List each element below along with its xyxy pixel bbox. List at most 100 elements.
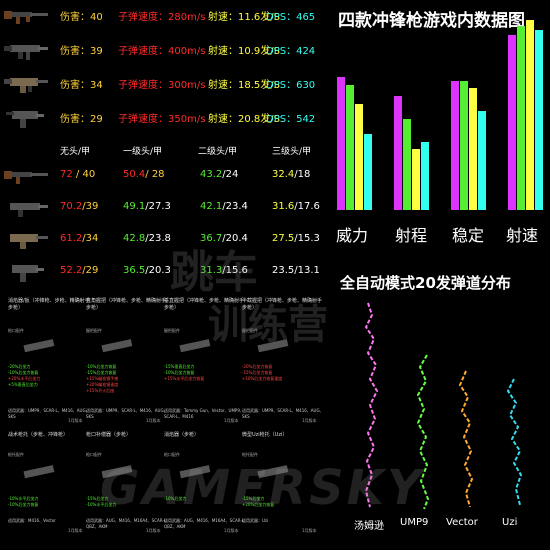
damage-table-header: 一级头/甲 (123, 147, 163, 157)
damage-value: 49.1 (123, 201, 146, 212)
chart-bar (451, 80, 459, 210)
weapon-dps: DPS：630 (266, 80, 316, 91)
damage-value: 42.8 (123, 233, 146, 244)
damage-value: 70.2 (60, 201, 83, 212)
chart-bar (526, 20, 534, 210)
attachment-effect: -10%后坐力恢复 (86, 364, 117, 369)
attachment-image (179, 339, 211, 353)
chart-bar (469, 88, 477, 210)
attachment-type: 枪托配件 (242, 452, 258, 457)
attachment-version: 1月版本 (146, 418, 161, 423)
attachment-effect: -10%后坐力恢复 (8, 370, 39, 375)
weapon-fire-rate: 射速：10.9发/S (208, 46, 280, 57)
attachment-image (257, 465, 289, 479)
attachment-card: 消焰器（步枪） 枪口配件 -10%后坐力 适用武器：AUG、M416、M16A4、SC… (164, 432, 248, 548)
chart-bar (517, 25, 525, 210)
attachment-effect: -15%后坐力 (86, 496, 109, 501)
attachment-effect: +15%水平后坐力恢复 (164, 376, 205, 381)
attachment-type: 握把配件 (164, 328, 180, 333)
attachment-effect: -10%水平后坐力 (8, 496, 39, 501)
damage-value: /20.4 (222, 233, 248, 244)
attachment-card: 消焰器/扳（冲锋枪、步枪、精确射手步枪） 枪口配件 -20%后坐力 -10%后坐力恢复… (8, 298, 90, 423)
damage-value: /27.3 (145, 201, 171, 212)
damage-value: 32.4 (272, 169, 295, 180)
attachment-compatible: 适用武器：AUG、M416、M16A4、SCAR-L、QBZ、AKM (164, 518, 249, 529)
attachment-type: 握把配件 (86, 328, 102, 333)
damage-value: /34 (82, 233, 99, 244)
weapon-damage: 伤害：40 (60, 12, 103, 23)
category-label: 射速 (506, 226, 539, 245)
damage-table-row: 61.2/34 42.8/23.8 36.7/20.4 27.5/15.3 (0, 224, 320, 254)
attachment-card: 枪口补偿器（步枪） 枪口配件 -15%后坐力 -10%水平后坐力 适用武器：AUG、M4… (86, 432, 170, 548)
attachment-compatible: 适用武器：Uzi (242, 518, 269, 523)
category-label: 射程 (395, 226, 428, 245)
damage-table-row: 70.2/39 49.1/27.3 42.1/23.4 31.6/17.6 (0, 192, 320, 222)
damage-table-header: 无头/甲 (60, 147, 91, 157)
damage-value: /15.6 (222, 265, 248, 276)
attachment-type: 枪口配件 (86, 452, 102, 457)
attachment-effect: -10%后坐力 (164, 496, 187, 501)
damage-value: 31.6 (272, 201, 295, 212)
weapon-stat-row: 伤害：39 子弹速度：400m/s 射速：10.9发/S DPS：424 (0, 34, 320, 70)
attachment-effect: +20%瞄准镜速度 (86, 382, 119, 387)
attachment-effect: +5%垂直后坐力 (8, 382, 38, 387)
damage-value: /17.6 (294, 201, 320, 212)
spray-label: 汤姆逊 (354, 521, 384, 532)
attachment-effect: +15%瞄准镜手感 (86, 376, 119, 381)
damage-value: /20.3 (145, 265, 171, 276)
attachment-version: 1月版本 (68, 418, 83, 423)
weapon-dps: DPS：542 (266, 114, 316, 125)
spray-pattern-chart (364, 302, 523, 510)
attachment-card: 半截握把（冲锋枪、步枪、精确射手步枪） 握把配件 -20%后坐力恢复 -15%后坐力恢… (242, 298, 324, 423)
damage-value: /13.1 (294, 265, 320, 276)
damage-value: /23.8 (145, 233, 171, 244)
damage-value: /24 (222, 169, 239, 180)
chart-bar (535, 29, 543, 210)
attachment-compatible: 适用武器：M416、Vector (8, 518, 56, 523)
attachment-title: 直角握把（冲锋枪、步枪、精确射手步枪） (86, 298, 167, 311)
attachment-version: 1月版本 (146, 528, 161, 533)
attachment-compatible: 适用武器：UMP9、SCAR-L、M416、AUG、SKS (86, 408, 168, 419)
attachment-card: 微型Uzi枪托（Uzi） 枪托配件 -15%后坐力 +20%后坐力恢复 适用武器：Uzi… (242, 432, 320, 548)
vector-icon (4, 78, 48, 93)
damage-value: / 40 (72, 169, 96, 180)
damage-value: 42.1 (200, 201, 223, 212)
chart-bar (403, 118, 411, 210)
damage-value: 43.2 (200, 169, 223, 180)
chart-bar (412, 149, 420, 210)
attachment-type: 枪托配件 (8, 452, 24, 457)
attachment-title: 消焰器（步枪） (164, 432, 200, 438)
category-label: 威力 (336, 226, 369, 245)
spray-label: Uzi (502, 517, 518, 528)
attachment-image (179, 465, 211, 479)
damage-table-row: 52.2/29 36.5/20.3 31.3/15.6 23.5/13.1 (0, 256, 320, 286)
chart-title: 四款冲锋枪游戏内数据图 (338, 11, 525, 31)
damage-value: /18 (294, 169, 311, 180)
attachment-effect: -15%后坐力恢复 (242, 370, 273, 375)
vector-icon (10, 234, 48, 249)
damage-value: 36.5 (123, 265, 146, 276)
attachment-title: 半截握把（冲锋枪、步枪、精确射手步枪） (242, 298, 323, 311)
attachment-card: 直角握把（冲锋枪、步枪、精确射手步枪） 握把配件 -10%后坐力恢复 -15%后坐力恢… (86, 298, 168, 423)
spray-title: 全自动模式20发弹道分布 (340, 274, 511, 292)
attachment-title: 垂直握把（冲锋枪、步枪、精确射手步枪） (164, 298, 245, 311)
attachment-effect: -15%后坐力 (242, 496, 265, 501)
weapon-dps: DPS：424 (266, 46, 316, 57)
damage-value: 23.5 (272, 265, 295, 276)
attachment-card: 垂直握把（冲锋枪、步枪、精确射手步枪） 握把配件 -15%垂直后坐力 -10%后坐力恢… (164, 298, 244, 423)
damage-value: 50.4 (123, 169, 146, 180)
attachment-compatible: 适用武器：Tommy Gun、Vector、UMP9、SCAR-L、M416 (164, 408, 244, 419)
attachment-version: 1月版本 (302, 528, 317, 533)
chart-bar (421, 141, 429, 210)
weapon-damage: 伤害：39 (60, 46, 103, 57)
attachment-image (23, 465, 55, 479)
chart-bar (346, 84, 354, 210)
weapon-stat-row: 伤害：40 子弹速度：280m/s 射速：11.6发/S DPS：465 (0, 0, 320, 36)
spray-line-vector (458, 370, 474, 508)
category-label: 稳定 (452, 226, 485, 245)
tommy-gun-icon (4, 11, 48, 24)
attachment-card: 战术枪托（步枪、冲锋枪） 枪托配件 -10%水平后坐力 -10%后坐力恢复 适用武器：M… (8, 432, 86, 548)
damage-value: 27.5 (272, 233, 295, 244)
attachment-version: 1月版本 (302, 418, 317, 423)
attachment-version: 1月版本 (68, 528, 83, 533)
